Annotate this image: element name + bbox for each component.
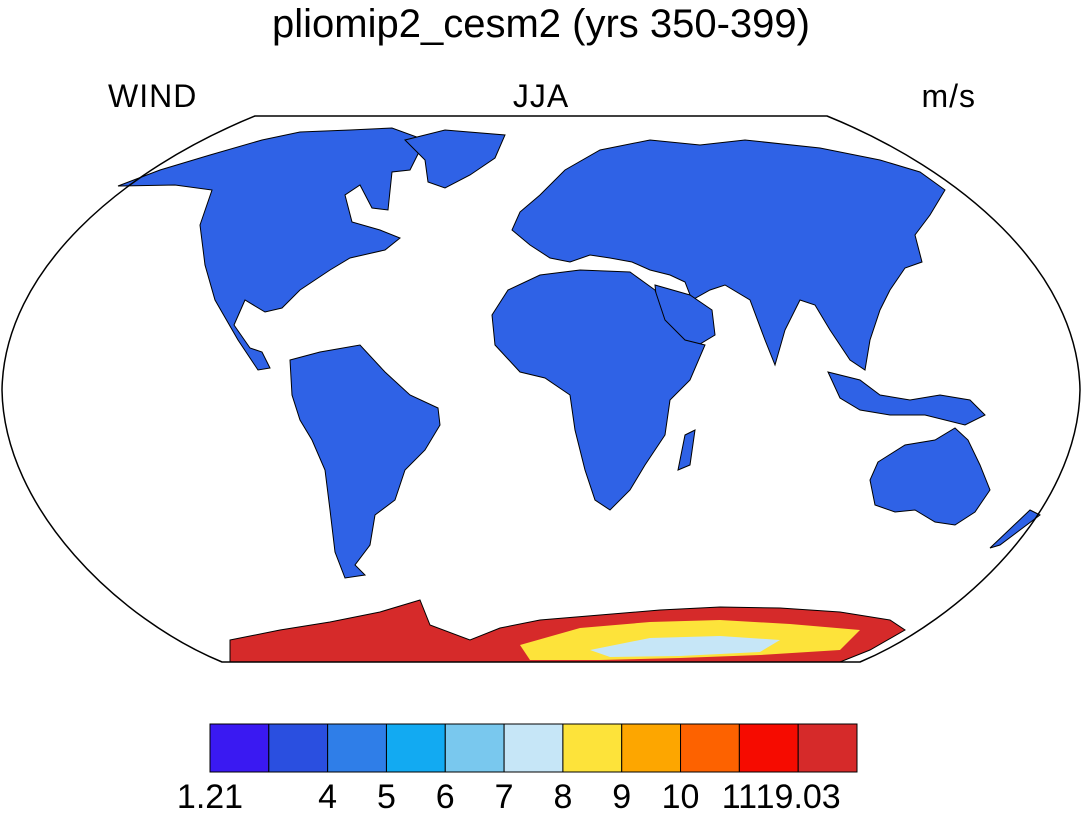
north-america xyxy=(117,127,426,371)
colorbar-box xyxy=(209,723,270,773)
world-map xyxy=(1,115,1081,663)
colorbar-box xyxy=(680,723,740,773)
madagascar xyxy=(677,429,696,471)
africa xyxy=(491,269,706,511)
colorbar-label: 6 xyxy=(435,778,455,816)
colorbar-label: 1.21 xyxy=(176,778,244,816)
units-label: m/s xyxy=(921,78,976,114)
colorbar-label: 11 xyxy=(721,778,758,816)
antarctica-core xyxy=(590,636,780,657)
colorbar-label: 7 xyxy=(494,778,514,816)
new-zealand xyxy=(989,509,1041,549)
map-frame xyxy=(1,115,1081,663)
season-label: JJA xyxy=(512,78,570,114)
colorbar-label: 5 xyxy=(376,778,396,816)
south-america xyxy=(289,344,441,579)
colorbar-label: 9 xyxy=(612,778,632,816)
colorbar-box xyxy=(503,723,564,773)
australia xyxy=(869,427,991,526)
colorbar-box xyxy=(268,723,329,773)
colorbar-box xyxy=(327,723,387,773)
colorbar-box xyxy=(385,723,446,773)
map-title: pliomip2_cesm2 (yrs 350-399) xyxy=(271,2,810,46)
colorbar-box xyxy=(738,723,799,773)
colorbar-box xyxy=(444,723,505,773)
colorbar-label: 8 xyxy=(553,778,573,816)
colorbar-label: 4 xyxy=(318,778,338,816)
variable-label: WIND xyxy=(108,78,198,114)
maritime-southeast-asia xyxy=(827,371,986,426)
continents xyxy=(117,127,1041,663)
colorbar-box xyxy=(621,723,682,773)
eurasia xyxy=(511,139,946,371)
greenland xyxy=(404,129,506,189)
colorbar xyxy=(209,723,858,773)
colorbar-label: 10 xyxy=(661,778,700,816)
colorbar-box xyxy=(562,723,623,773)
colorbar-box xyxy=(797,723,858,773)
colorbar-label: 19.03 xyxy=(755,778,841,816)
